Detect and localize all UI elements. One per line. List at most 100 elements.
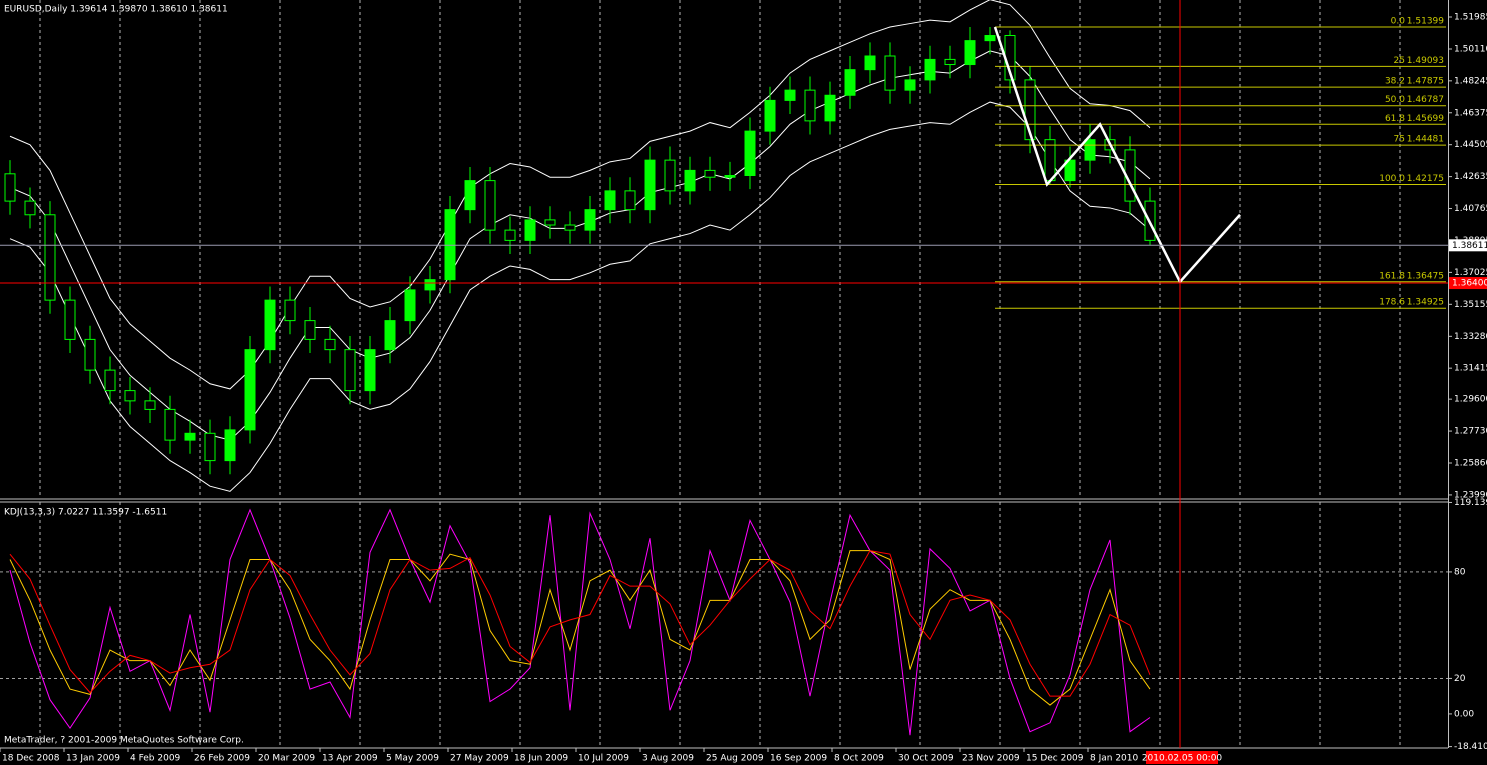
candle-body bbox=[764, 99, 776, 132]
candle-body bbox=[544, 219, 556, 226]
candle-body bbox=[444, 209, 456, 281]
time-marker-label: 2010.02.05 00:00 bbox=[1142, 754, 1223, 764]
fib-level: 38.2 bbox=[1385, 77, 1405, 87]
candle-body bbox=[624, 190, 636, 211]
fib-level: 178.6 bbox=[1379, 298, 1405, 308]
candle-body bbox=[264, 299, 276, 351]
fib-price: 1.46787 bbox=[1407, 95, 1444, 105]
x-tick-label: 23 Nov 2009 bbox=[962, 754, 1020, 764]
y-tick-label: 0.00 bbox=[1454, 709, 1474, 719]
candle-body bbox=[964, 40, 976, 66]
pattern-line bbox=[993, 26, 1241, 284]
alert-label: 1.36400 bbox=[1452, 279, 1487, 289]
time-marker-box bbox=[1146, 751, 1218, 764]
candle-body bbox=[484, 180, 496, 231]
y-tick-label: 1.31415 bbox=[1454, 364, 1487, 374]
x-tick-label: 20 Mar 2009 bbox=[258, 754, 315, 764]
x-tick-label: 16 Sep 2009 bbox=[770, 754, 827, 764]
candle-body bbox=[504, 229, 516, 241]
candle-body bbox=[44, 214, 56, 301]
y-tick-label: -18.4101 bbox=[1454, 742, 1487, 752]
candle-body bbox=[124, 390, 136, 402]
candle-body bbox=[224, 429, 236, 462]
x-tick-label: 27 May 2009 bbox=[450, 754, 509, 764]
x-tick-label: 15 Dec 2009 bbox=[1026, 754, 1084, 764]
bid-label: 1.38611 bbox=[1452, 241, 1487, 251]
candle-body bbox=[184, 432, 196, 441]
x-tick-label: 5 May 2009 bbox=[386, 754, 439, 764]
y-tick-label: 1.37025 bbox=[1454, 268, 1487, 278]
candle-body bbox=[644, 159, 656, 211]
candle-body bbox=[284, 299, 296, 322]
x-tick-label: 25 Aug 2009 bbox=[706, 754, 764, 764]
kdj-line bbox=[9, 550, 1151, 697]
kdj-line bbox=[9, 550, 1151, 706]
candle-body bbox=[64, 299, 76, 340]
candle-body bbox=[864, 55, 876, 71]
candle-body bbox=[604, 190, 616, 211]
y-tick-label: 1.25860 bbox=[1454, 459, 1487, 469]
y-tick-label: 1.44505 bbox=[1454, 140, 1487, 150]
fib-price: 1.44481 bbox=[1407, 135, 1444, 145]
candle-body bbox=[304, 320, 316, 340]
x-tick-label: 13 Apr 2009 bbox=[322, 754, 378, 764]
y-tick-label: 1.27730 bbox=[1454, 427, 1487, 437]
fib-price: 1.47875 bbox=[1407, 77, 1444, 87]
candle-body bbox=[344, 349, 356, 392]
candle-body bbox=[424, 279, 436, 291]
candle-body bbox=[1024, 79, 1036, 141]
candle-body bbox=[704, 169, 716, 178]
fib-level: 0.0 bbox=[1391, 16, 1406, 26]
y-tick-label: 1.42635 bbox=[1454, 172, 1487, 182]
candle-body bbox=[204, 432, 216, 462]
candle-body bbox=[944, 58, 956, 66]
y-tick-label: 1.33280 bbox=[1454, 332, 1487, 342]
x-tick-label: 4 Feb 2009 bbox=[130, 754, 181, 764]
y-tick-label: 119.1398 bbox=[1454, 498, 1487, 508]
y-tick-label: 1.51985 bbox=[1454, 12, 1487, 22]
candle-body bbox=[724, 175, 736, 178]
bollinger-lower bbox=[9, 101, 1151, 492]
candle-body bbox=[164, 408, 176, 441]
candle-body bbox=[4, 173, 16, 202]
fib-price: 1.49093 bbox=[1407, 56, 1444, 66]
candle-body bbox=[844, 69, 856, 96]
x-tick-label: 8 Oct 2009 bbox=[834, 754, 884, 764]
bollinger-middle bbox=[9, 50, 1151, 441]
kdj-line bbox=[9, 508, 1151, 736]
chart-title: EURUSD,Daily 1.39614 1.39870 1.38610 1.3… bbox=[4, 5, 228, 15]
x-tick-label: 18 Jun 2009 bbox=[514, 754, 568, 764]
kdj-panel bbox=[0, 502, 1448, 748]
x-tick-label: 8 Jan 2010 bbox=[1090, 754, 1138, 764]
candle-body bbox=[84, 338, 96, 371]
candle-body bbox=[824, 94, 836, 122]
x-tick-label: 18 Dec 2008 bbox=[2, 754, 60, 764]
candle-body bbox=[664, 159, 676, 192]
candle-body bbox=[904, 79, 916, 91]
candle-body bbox=[104, 369, 116, 392]
bollinger-upper bbox=[9, 0, 1151, 390]
candle-body bbox=[744, 130, 756, 177]
candle-body bbox=[144, 400, 156, 410]
candle-body bbox=[404, 289, 416, 322]
candle-body bbox=[324, 338, 336, 351]
x-tick-label: 26 Feb 2009 bbox=[194, 754, 250, 764]
y-tick-label: 1.40765 bbox=[1454, 204, 1487, 214]
candle-body bbox=[564, 224, 576, 231]
fib-level: 100.0 bbox=[1379, 174, 1405, 184]
candle-body bbox=[984, 35, 996, 42]
x-tick-label: 30 Oct 2009 bbox=[898, 754, 954, 764]
y-tick-label: 1.29600 bbox=[1454, 395, 1487, 405]
candle-body bbox=[464, 180, 476, 211]
y-tick-label: 1.23990 bbox=[1454, 490, 1487, 500]
candle-body bbox=[1044, 139, 1056, 182]
y-tick-label: 80 bbox=[1454, 567, 1466, 577]
y-tick-label: 1.50110 bbox=[1454, 44, 1487, 54]
fib-price: 1.34925 bbox=[1407, 298, 1444, 308]
y-tick-label: 1.35155 bbox=[1454, 300, 1487, 310]
indicator-title: KDJ(13,3,3) 7.0227 11.3597 -1.6511 bbox=[4, 508, 167, 518]
